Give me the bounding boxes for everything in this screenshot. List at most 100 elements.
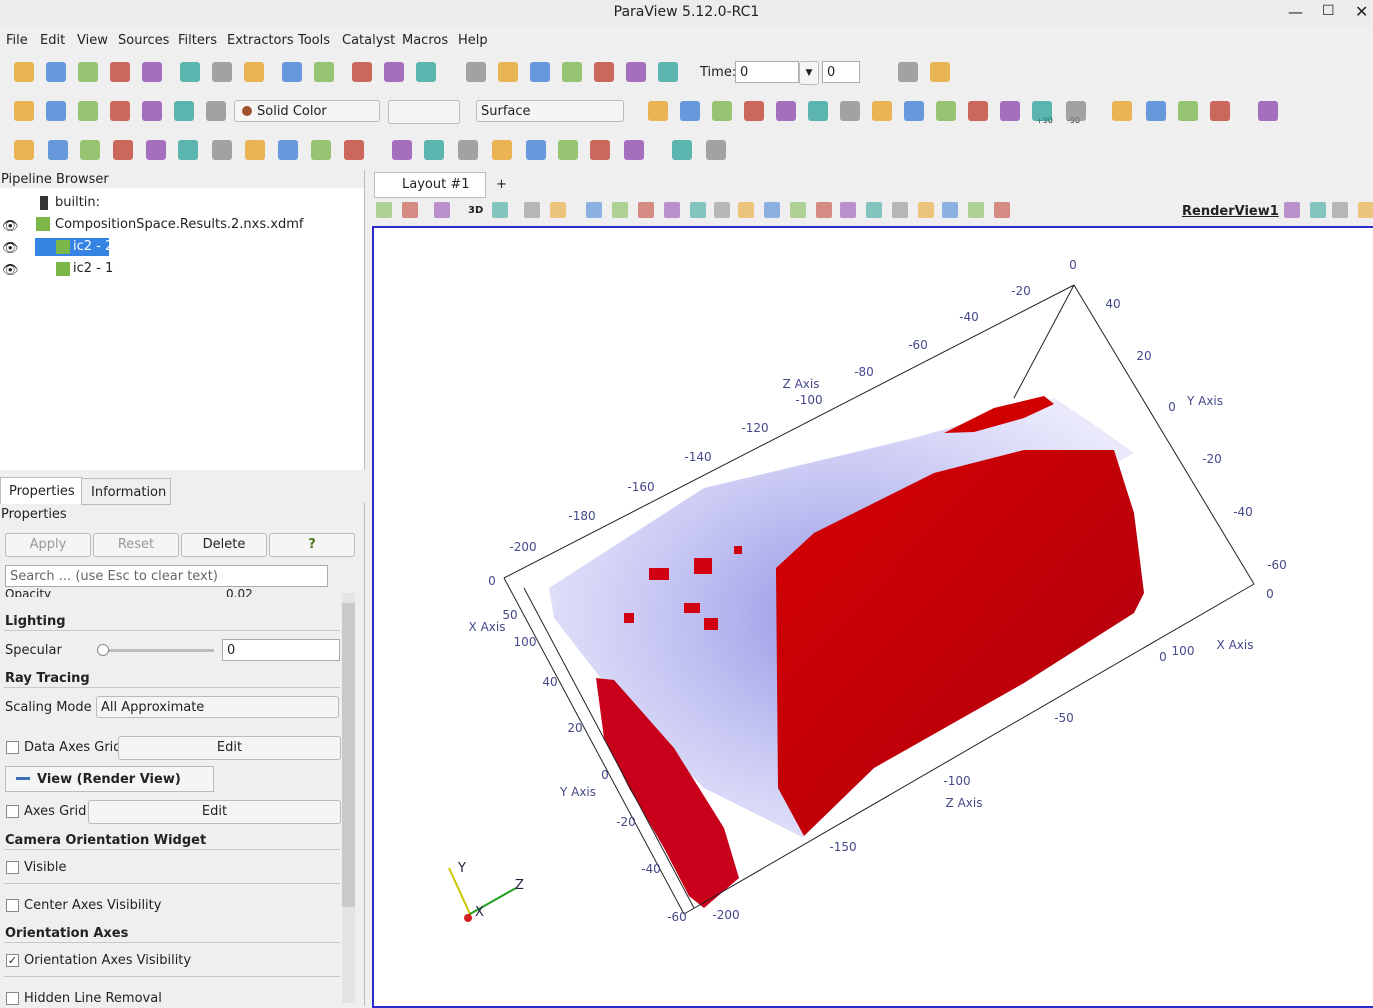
tab[interactable]: Properties	[0, 477, 82, 504]
view-button[interactable]	[994, 202, 1010, 218]
menu-item[interactable]: Catalyst	[342, 33, 396, 48]
tool-button[interactable]	[212, 140, 232, 160]
tool-button[interactable]	[1146, 101, 1166, 121]
tool-button[interactable]	[1258, 101, 1278, 121]
tool-button[interactable]	[1210, 101, 1230, 121]
tool-button[interactable]	[872, 101, 892, 121]
pipeline-item[interactable]: CompositionSpace.Results.2.nxs.xdmf	[55, 217, 304, 232]
tool-button[interactable]	[113, 140, 133, 160]
checkbox[interactable]	[6, 805, 19, 818]
pipeline-item[interactable]: ic2 - 1	[73, 261, 114, 276]
tool-button[interactable]	[594, 62, 614, 82]
checkbox[interactable]	[6, 992, 19, 1005]
checkbox[interactable]: ✓	[6, 954, 19, 967]
edit-button[interactable]: Edit	[118, 736, 341, 760]
tool-button[interactable]	[624, 140, 644, 160]
tool-button[interactable]	[498, 62, 518, 82]
time-value[interactable]: 0	[735, 61, 799, 83]
apply-button[interactable]: Apply	[5, 533, 91, 557]
tool-button[interactable]	[206, 101, 226, 121]
tool-button[interactable]	[278, 140, 298, 160]
tool-button[interactable]	[174, 101, 194, 121]
view-button[interactable]	[690, 202, 706, 218]
tool-button[interactable]	[78, 62, 98, 82]
tool-button[interactable]	[142, 101, 162, 121]
tool-button[interactable]	[78, 101, 98, 121]
scroll-thumb[interactable]	[342, 603, 355, 907]
tool-button[interactable]	[672, 140, 692, 160]
edit-button[interactable]: Edit	[88, 800, 341, 824]
view-button[interactable]	[550, 202, 566, 218]
delete-button[interactable]: Delete	[181, 533, 267, 557]
menu-item[interactable]: File	[6, 33, 28, 48]
section-header[interactable]	[5, 766, 214, 792]
view-button[interactable]	[434, 202, 450, 218]
view-button[interactable]	[738, 202, 754, 218]
tool-button[interactable]	[1000, 101, 1020, 121]
time-dropdown[interactable]: ▼	[799, 61, 819, 85]
tool-button[interactable]	[311, 140, 331, 160]
view-button[interactable]	[524, 202, 540, 218]
view-button[interactable]	[492, 202, 508, 218]
tool-button[interactable]	[466, 62, 486, 82]
view-button[interactable]	[764, 202, 780, 218]
menu-item[interactable]: Filters	[178, 33, 217, 48]
minimize[interactable]: —	[1288, 3, 1303, 21]
view-button[interactable]	[612, 202, 628, 218]
eye[interactable]: 👁	[2, 219, 19, 234]
tool-button[interactable]	[558, 140, 578, 160]
view-button[interactable]	[1284, 202, 1300, 218]
tool-button[interactable]	[392, 140, 412, 160]
tool-button[interactable]	[930, 62, 950, 82]
tool-button[interactable]	[526, 140, 546, 160]
view-button[interactable]	[1358, 202, 1373, 218]
tool-button[interactable]	[314, 62, 334, 82]
tool-button[interactable]	[458, 140, 478, 160]
specular-value[interactable]: 0	[222, 639, 340, 661]
view-button[interactable]	[1332, 202, 1348, 218]
tool-button[interactable]	[840, 101, 860, 121]
maximize[interactable]: ☐	[1322, 3, 1335, 19]
search-field[interactable]: Search ... (use Esc to clear text)	[5, 565, 328, 587]
tool-button[interactable]	[1178, 101, 1198, 121]
tool-button[interactable]	[776, 101, 796, 121]
tool-button[interactable]	[282, 62, 302, 82]
tool-button[interactable]	[530, 62, 550, 82]
time-index[interactable]: 0	[822, 61, 860, 83]
tool-button[interactable]	[14, 140, 34, 160]
tool-button[interactable]	[1032, 101, 1052, 121]
tool-button[interactable]	[46, 101, 66, 121]
tool-button[interactable]	[352, 62, 372, 82]
tool-button[interactable]	[110, 62, 130, 82]
pipeline-item[interactable]: ic2 - 2	[73, 239, 114, 254]
tool-button[interactable]	[808, 101, 828, 121]
tool-button[interactable]	[936, 101, 956, 121]
view-button[interactable]	[968, 202, 984, 218]
checkbox[interactable]	[6, 861, 19, 874]
menu-item[interactable]: Extractors	[227, 33, 294, 48]
checkbox[interactable]	[6, 741, 19, 754]
menu-item[interactable]: Help	[458, 33, 488, 48]
tool-button[interactable]	[590, 140, 610, 160]
view-3d[interactable]: 3D	[468, 205, 484, 216]
tool-button[interactable]	[658, 62, 678, 82]
close[interactable]: ✕	[1355, 2, 1369, 21]
view-button[interactable]	[892, 202, 908, 218]
view-button[interactable]	[664, 202, 680, 218]
tool-button[interactable]	[562, 62, 582, 82]
tool-button[interactable]	[180, 62, 200, 82]
view-button[interactable]	[790, 202, 806, 218]
eye[interactable]: 👁	[2, 241, 19, 256]
tool-button[interactable]	[46, 62, 66, 82]
tool-button[interactable]	[344, 140, 364, 160]
tool-button[interactable]	[648, 101, 668, 121]
slider-handle[interactable]	[97, 644, 109, 656]
tool-button[interactable]	[416, 62, 436, 82]
view-button[interactable]	[942, 202, 958, 218]
tool-button[interactable]	[244, 62, 264, 82]
pipeline-item[interactable]: builtin:	[55, 195, 101, 210]
checkbox[interactable]	[6, 899, 19, 912]
view-button[interactable]	[918, 202, 934, 218]
view-button[interactable]	[714, 202, 730, 218]
tool-button[interactable]	[424, 140, 444, 160]
